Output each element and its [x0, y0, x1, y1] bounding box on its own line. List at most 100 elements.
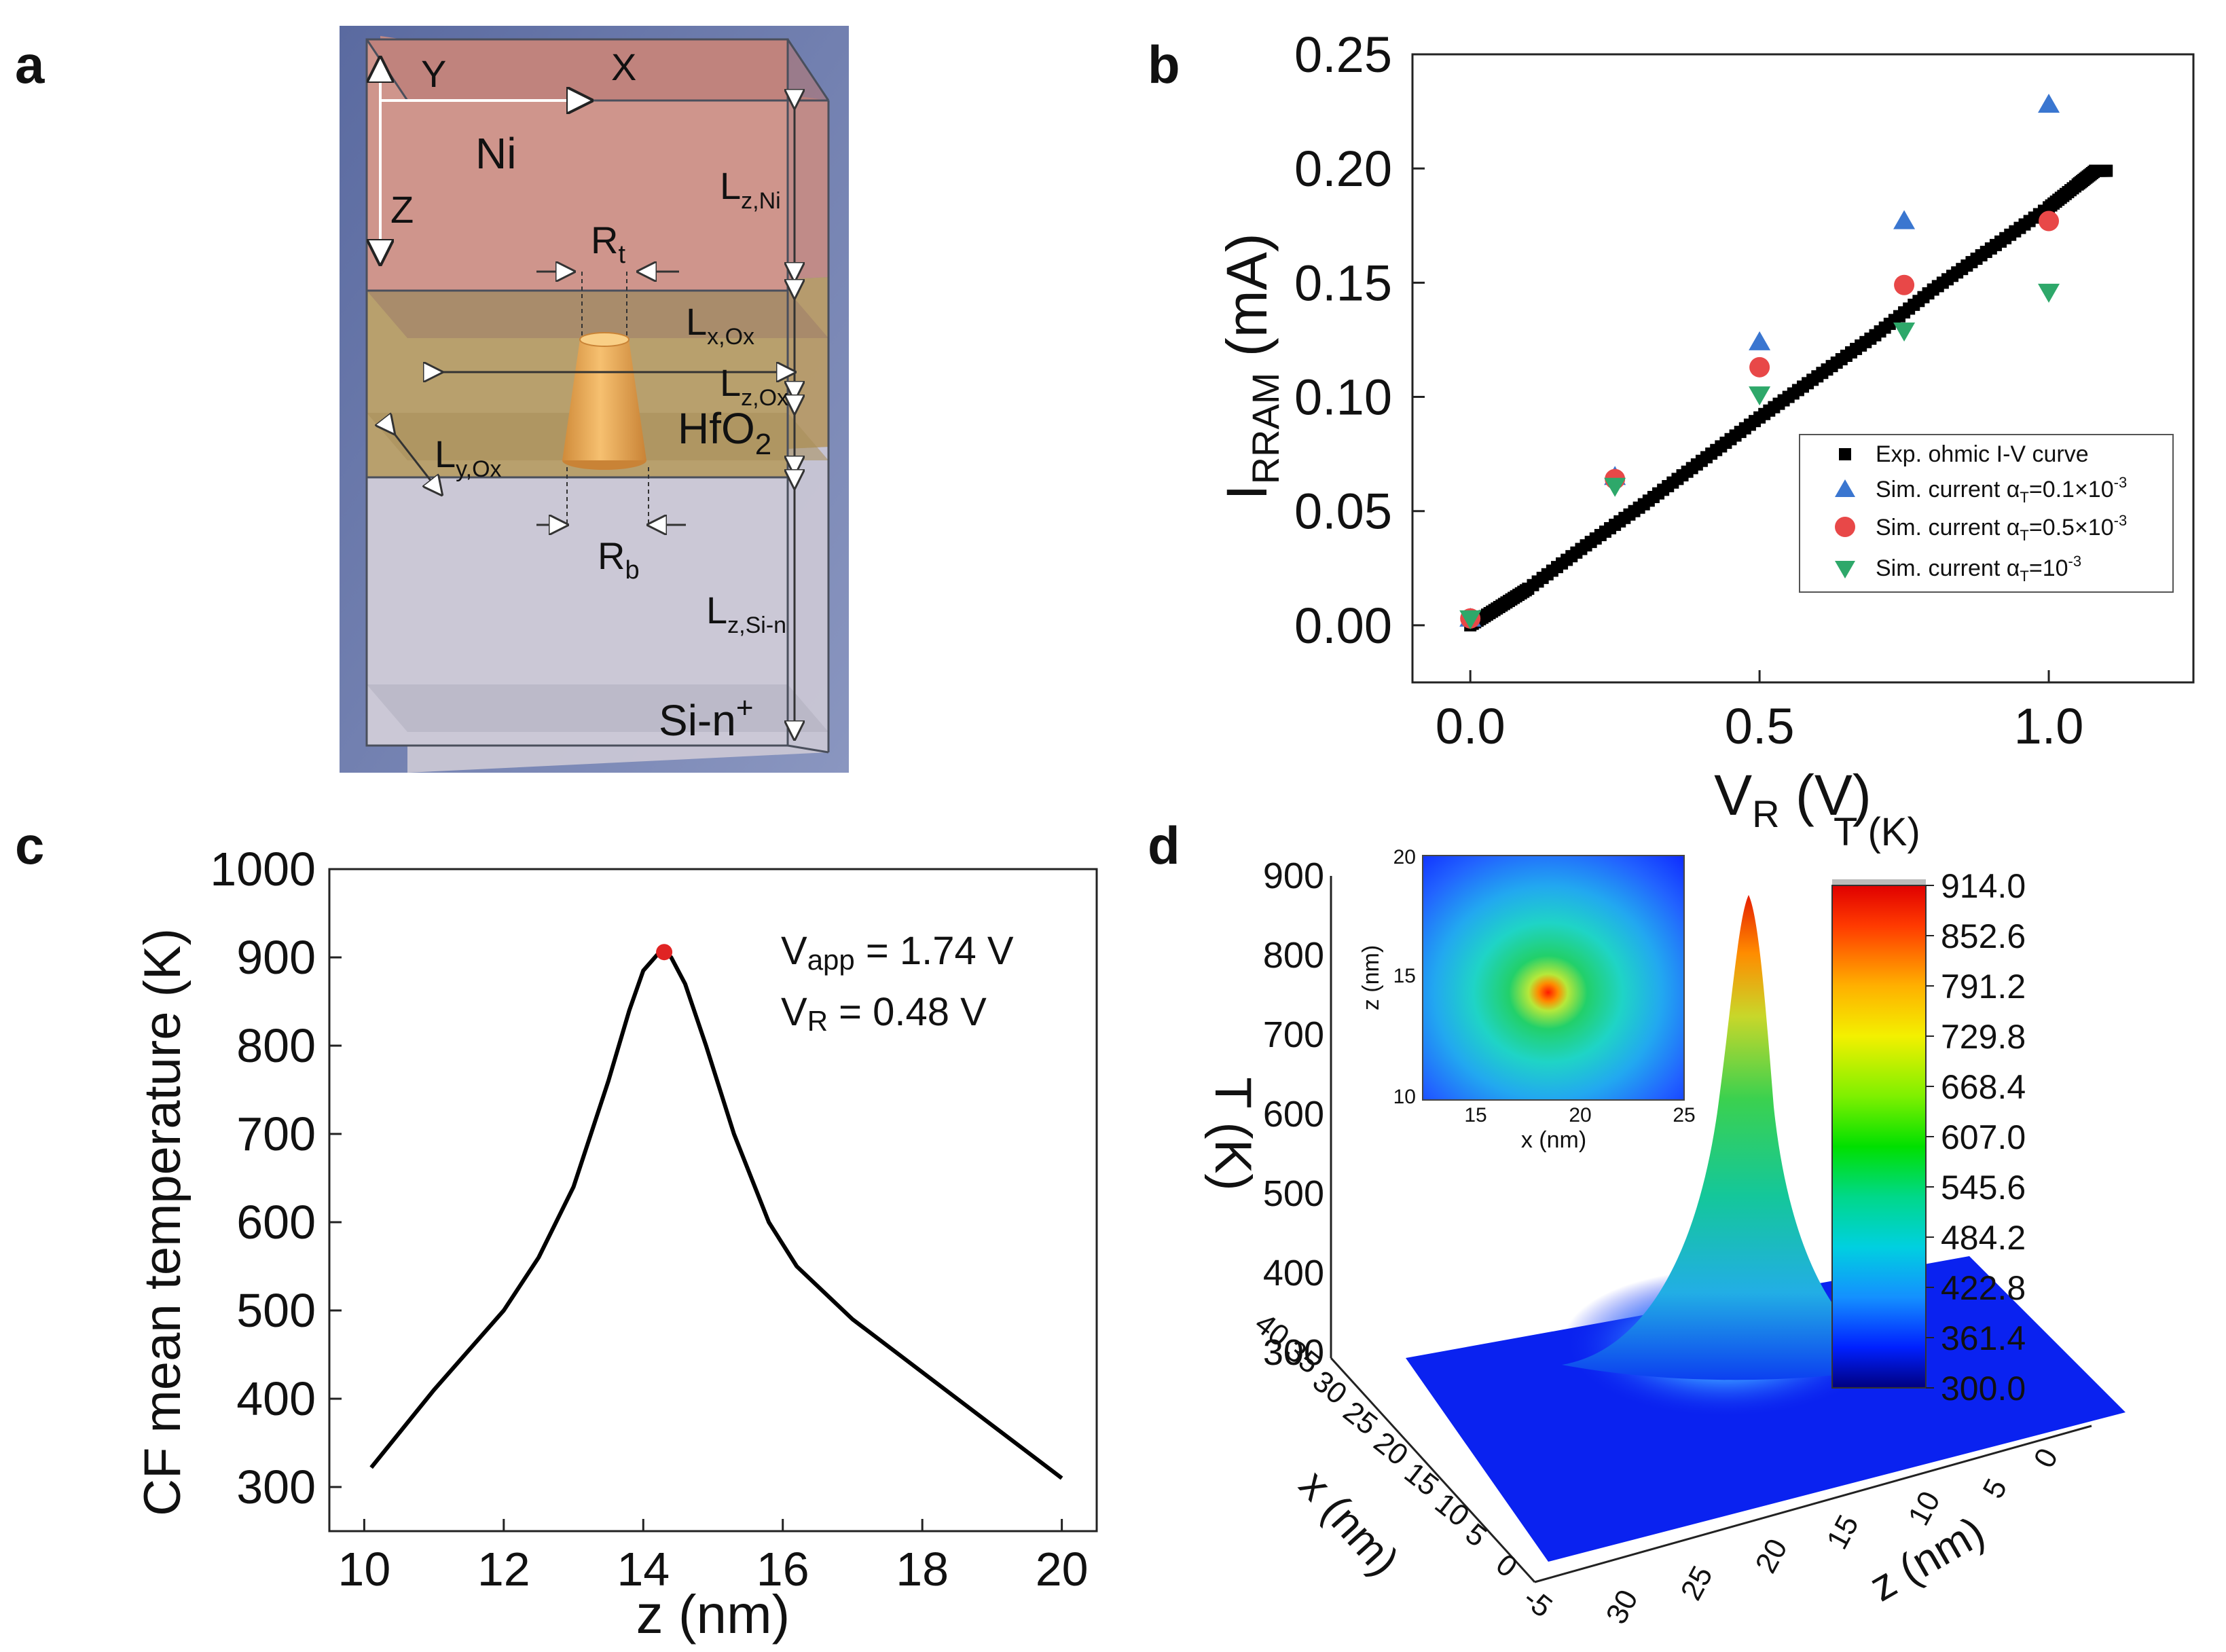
iv-sim-point	[1604, 477, 1626, 497]
iv-ytick-label: 0.05	[1294, 483, 1392, 540]
temp-xtick-label: 12	[477, 1543, 530, 1596]
colorbar-cap	[1832, 879, 1926, 885]
panel-label-a: a	[15, 35, 45, 94]
colorbar-tick-label: 361.4	[1941, 1319, 2026, 1357]
temperature-chart: 10 12 14 16 18 20 300 400 500 600 700 800 900 1000 CF…	[134, 843, 1098, 1645]
inset-xlabel: x (nm)	[1521, 1127, 1586, 1153]
iv-sim-point	[1893, 210, 1916, 230]
d-xtick: 10	[1429, 1486, 1476, 1533]
temp-ytick-label: 500	[236, 1284, 316, 1337]
iv-sim-point	[2038, 283, 2060, 303]
colorbar-tick-label: 914.0	[1941, 867, 2026, 905]
d-ztick: 800	[1263, 935, 1324, 976]
iv-sim-point	[2038, 94, 2060, 113]
lzsin-label: Lz,Si-n	[706, 589, 786, 638]
inset-ytick: 15	[1393, 965, 1416, 987]
legend-sim1-label: Sim. current αT=0.1×10-3	[1876, 474, 2127, 506]
lxox-label: Lx,Ox	[686, 300, 754, 350]
iv-ylabel: IRRAM (mA)	[1215, 233, 1287, 500]
legend-exp-marker	[1839, 448, 1851, 460]
d-z-depth-tick: 30	[1600, 1584, 1645, 1629]
device-schematic: Y X Z Ni HfO2 Si-n+ Rt Rb Lz,Ni Lx,Ox Lz…	[340, 26, 849, 773]
temp-xtick-label: 10	[337, 1543, 390, 1596]
ni-top-face	[367, 39, 828, 100]
si-bottom-plane	[367, 684, 828, 732]
legend-sim3-label: Sim. current αT=10-3	[1876, 553, 2081, 585]
axis-y-label: Y	[421, 52, 446, 95]
iv-exp-point	[2100, 164, 2113, 177]
colorbar-tick-label: 545.6	[1941, 1169, 2026, 1207]
inset-ytick: 20	[1393, 846, 1416, 868]
d-z-depth-tick: 0	[2028, 1443, 2065, 1473]
d-ztick: 300	[1263, 1332, 1324, 1373]
iv-ytick-label: 0.20	[1294, 141, 1392, 197]
temp-xtick-label: 20	[1036, 1543, 1089, 1596]
iv-sim-point	[1894, 274, 1915, 295]
si-layer	[367, 477, 788, 746]
colorbar-tick-label: 422.8	[1941, 1269, 2026, 1307]
temp-ytick-label: 900	[236, 931, 316, 984]
d-ztick: 500	[1263, 1173, 1324, 1214]
d-ztick: 900	[1263, 856, 1324, 896]
colorbar-tick-label: 607.0	[1941, 1118, 2026, 1156]
panel-label-b: b	[1148, 35, 1180, 94]
iv-plot-frame	[1411, 53, 2195, 684]
iv-sim-point	[1459, 610, 1482, 629]
iv-sim-point	[1749, 331, 1771, 350]
colorbar-tick-label: 852.6	[1941, 917, 2026, 955]
iv-xtick-label: 0.0	[1436, 698, 1506, 754]
ni-label: Ni	[475, 129, 516, 178]
panel-label-d: d	[1148, 815, 1180, 875]
colorbar-title: T (K)	[1833, 815, 1920, 854]
annotation-vr: VR = 0.48 V	[781, 990, 987, 1037]
legend-sim2-marker	[1835, 517, 1855, 537]
temp-ytick-label: 800	[236, 1019, 316, 1072]
rt-label: Rt	[591, 219, 625, 269]
temp-ytick-label: 400	[236, 1372, 316, 1425]
iv-legend: Exp. ohmic I-V curve Sim. current αT=0.1…	[1799, 434, 2174, 593]
rb-label: Rb	[598, 534, 640, 585]
legend-sim2-label: Sim. current αT=0.5×10-3	[1876, 512, 2127, 544]
d-z-depth-tick: 20	[1749, 1533, 1794, 1578]
iv-sim-point	[1749, 356, 1770, 378]
iv-ytick-label: 0.10	[1294, 369, 1392, 426]
iv-xlabel: VR (V)	[1714, 763, 1872, 835]
inset-ytick: 10	[1393, 1086, 1416, 1108]
inset-xtick: 25	[1673, 1104, 1695, 1126]
d-z-depth-tick: 5	[1977, 1473, 2014, 1504]
colorbar-tick-label: 300.0	[1941, 1370, 2026, 1408]
d-xtick: -5	[1517, 1581, 1558, 1624]
si-label: Si-n+	[659, 691, 754, 745]
d-vertical-axis: 900 800 700 600 500 400 300	[1263, 856, 1324, 1373]
temp-ytick-label: 700	[236, 1107, 316, 1160]
filament-top	[579, 332, 630, 347]
hfo2-label: HfO2	[678, 404, 771, 461]
d-xtick: 15	[1398, 1456, 1445, 1503]
temp-ytick-label: 600	[236, 1196, 316, 1249]
colorbar-tick-label: 484.2	[1941, 1219, 2026, 1257]
iv-sim-point	[2039, 210, 2060, 232]
temp-xtick-label: 14	[617, 1543, 670, 1596]
inset-heatmap	[1422, 855, 1685, 1101]
temperature-plot-frame	[328, 868, 1098, 1532]
iv-ytick-label: 0.15	[1294, 255, 1392, 311]
d-ztick: 700	[1263, 1014, 1324, 1055]
colorbar-tick-label: 791.2	[1941, 968, 2026, 1006]
d-z-depth-tick: 15	[1821, 1509, 1865, 1554]
lzni-label: Lz,Ni	[720, 164, 781, 214]
colorbar-scale	[1831, 885, 1927, 1389]
ni-layer	[367, 39, 788, 291]
iv-chart: 0.0 0.5 1.0 0.00 0.05 0.10 0.15 0.20 0.25 IRRAM …	[1215, 26, 2195, 835]
inset-ylabel: z (nm)	[1358, 945, 1384, 1010]
d-xlabel: x (nm)	[1290, 1461, 1409, 1585]
iv-sim-point	[1893, 323, 1916, 342]
temp-ytick-label: 1000	[210, 843, 316, 896]
temp-ytick-label: 300	[236, 1461, 316, 1513]
axis-x-label: X	[611, 45, 636, 88]
d-ztick: 400	[1263, 1253, 1324, 1293]
iv-ytick-label: 0.25	[1294, 26, 1392, 83]
inset-xtick: 15	[1464, 1104, 1486, 1126]
d-xtick: 20	[1368, 1425, 1415, 1472]
temperature-ylabel: CF mean temperature (K)	[134, 928, 191, 1516]
d-xtick: 25	[1337, 1395, 1384, 1442]
